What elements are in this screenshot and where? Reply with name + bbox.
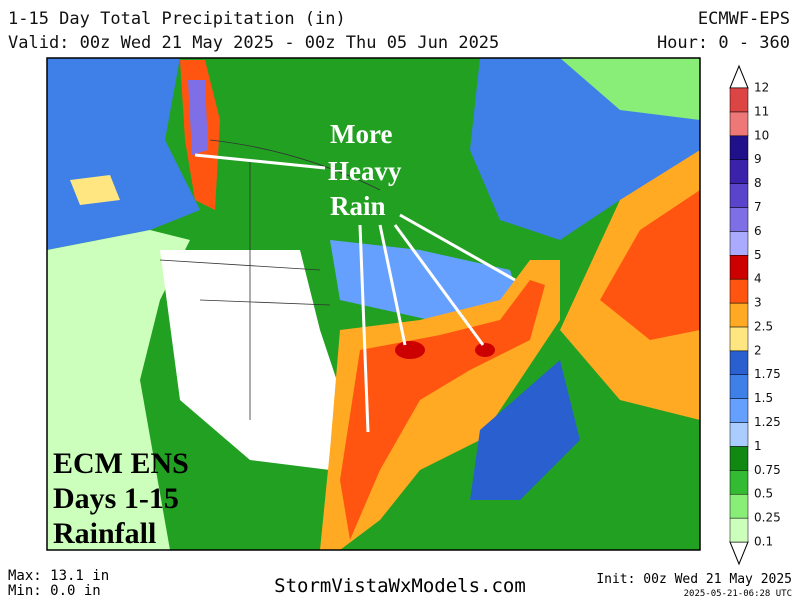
colorbar-label: 0.5	[754, 487, 773, 501]
colorbar-box	[729, 517, 749, 543]
colorbar-label: 0.75	[754, 463, 781, 477]
title: 1-15 Day Total Precipitation (in)	[8, 9, 346, 29]
colorbar-label: 4	[754, 272, 762, 286]
annotation-arrows	[194, 153, 516, 433]
model: ECMWF-EPS	[698, 9, 790, 29]
colorbar-box	[729, 350, 749, 375]
init-time: Init: 00z Wed 21 May 2025	[596, 572, 792, 587]
hours: Hour: 0 - 360	[657, 33, 790, 53]
colorbar-label: 12	[754, 81, 769, 95]
colorbar-arrow	[729, 64, 749, 89]
annotation-line: More	[330, 119, 392, 149]
corner-label: ECM ENS	[53, 447, 189, 480]
colorbar-box	[729, 255, 749, 280]
colorbar-label: 6	[754, 224, 762, 238]
timestamp: 2025-05-21-06:28 UTC	[684, 589, 792, 599]
colorbar-arrow	[729, 541, 749, 566]
max-value: Max: 13.1 in	[8, 568, 109, 584]
colorbar-label: 1.75	[754, 367, 781, 381]
annotation-line: Rain	[330, 191, 386, 221]
colorbar-box	[729, 231, 749, 256]
colorbar-box	[729, 111, 749, 137]
colorbar-label: 2.5	[754, 319, 773, 333]
colorbar-box	[729, 87, 749, 113]
colorbar-box	[729, 159, 749, 184]
colorbar-label: 8	[754, 176, 762, 190]
corner-label: Rainfall	[53, 517, 156, 550]
colorbar-box	[729, 493, 749, 519]
colorbar-box	[729, 326, 749, 352]
colorbar-label: 5	[754, 248, 762, 262]
colorbar-box	[729, 183, 749, 208]
colorbar-label: 2	[754, 343, 762, 357]
colorbar-label: 1.25	[754, 415, 781, 429]
colorbar-box	[729, 446, 749, 471]
colorbar-label: 1	[754, 439, 762, 453]
colorbar-label: 1.5	[754, 391, 773, 405]
colorbar: 0.1 0.25 0.5 0.75 1 1.25 1.5 1.75 2 2.5 3 4 5 6 7 8 9 10 1…	[729, 64, 781, 566]
colorbar-label: 3	[754, 296, 762, 310]
colorbar-label: 10	[754, 128, 769, 142]
colorbar-label: 0.25	[754, 511, 781, 525]
colorbar-box	[729, 302, 749, 328]
colorbar-label: 7	[754, 200, 762, 214]
colorbar-label: 11	[754, 104, 769, 118]
site: StormVistaWxModels.com	[274, 575, 526, 597]
colorbar-box	[729, 135, 749, 160]
colorbar-box	[729, 470, 749, 495]
colorbar-box	[729, 422, 749, 447]
colorbar-label: 0.1	[754, 535, 773, 549]
colorbar-box	[729, 207, 749, 232]
map	[46, 57, 701, 551]
colorbar-box	[729, 374, 749, 399]
valid-time: Valid: 00z Wed 21 May 2025 - 00z Thu 05 …	[8, 33, 499, 53]
colorbar-box	[729, 278, 749, 304]
colorbar-box	[729, 398, 749, 423]
colorbar-label: 9	[754, 152, 762, 166]
annotation-line: Heavy	[328, 156, 402, 186]
corner-label: Days 1-15	[53, 482, 179, 515]
min-value: Min: 0.0 in	[8, 583, 101, 599]
